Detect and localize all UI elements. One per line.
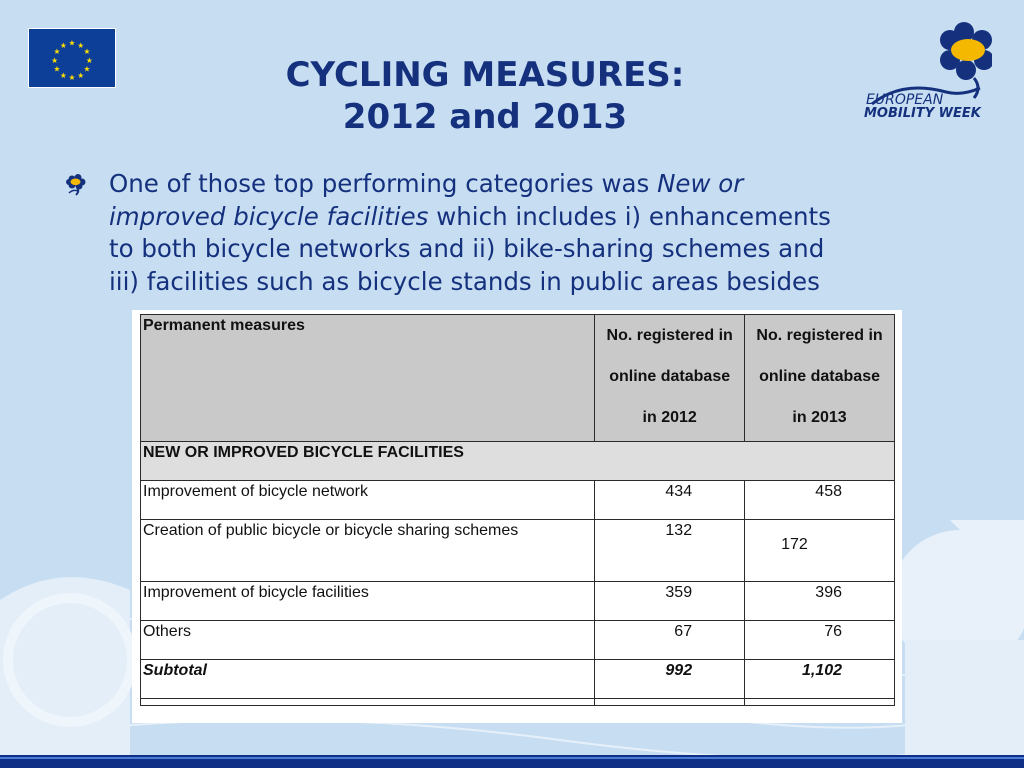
row-value-2012: 132: [594, 519, 746, 582]
header-2013-line: in 2013: [792, 409, 847, 426]
svg-text:★: ★: [84, 47, 91, 56]
row-label: Improvement of bicycle network: [139, 480, 596, 520]
svg-text:★: ★: [69, 38, 76, 47]
header-2012-line: No. registered in: [606, 327, 733, 344]
section-label: NEW OR IMPROVED BICYCLE FACILITIES: [140, 441, 895, 481]
table-row: Improvement of bicycle facilities 359 39…: [139, 581, 895, 621]
row-value-2013: 172: [781, 536, 808, 553]
table-end-cell: [594, 698, 746, 706]
row-value-2013: 458: [744, 480, 895, 520]
row-value-2012: 67: [594, 620, 746, 660]
subtotal-2013: 1,102: [744, 659, 895, 699]
flower-icon: [871, 22, 992, 106]
bullet-line-1: One of those top performing categories w…: [109, 168, 969, 201]
measures-table-panel: Permanent measures No. registered in onl…: [132, 310, 902, 723]
svg-text:★: ★: [77, 71, 84, 80]
mobility-week-logo: [862, 18, 992, 128]
table-row: Improvement of bicycle network 434 458: [139, 480, 895, 520]
footer-stripe: [0, 757, 1024, 759]
slide-title: CYCLING MEASURES: 2012 and 2013: [180, 54, 790, 138]
header-2012-line: online database: [609, 368, 731, 385]
header-2013-line: No. registered in: [756, 327, 883, 344]
header-permanent-measures: Permanent measures: [139, 314, 596, 442]
flower-bullet-icon: [66, 174, 86, 196]
eu-flag-logo: ★ ★ ★ ★ ★ ★ ★ ★ ★ ★ ★ ★: [28, 28, 116, 88]
svg-text:★: ★: [54, 65, 61, 74]
table-end-cell: [744, 698, 895, 706]
row-label: Creation of public bicycle or bicycle sh…: [139, 519, 596, 582]
table-section-row: NEW OR IMPROVED BICYCLE FACILITIES: [140, 441, 895, 481]
svg-text:★: ★: [69, 73, 76, 82]
svg-text:★: ★: [60, 41, 67, 50]
header-2013-line: online database: [759, 368, 880, 385]
svg-text:★: ★: [60, 71, 67, 80]
subtotal-2012: 992: [594, 659, 746, 699]
row-label: Improvement of bicycle facilities: [139, 581, 596, 621]
table-row: Creation of public bicycle or bicycle sh…: [139, 519, 895, 582]
bullet-emphasis: New or: [657, 169, 744, 198]
row-value-2013: 76: [744, 620, 895, 660]
subtotal-label: Subtotal: [139, 659, 596, 699]
table-row: Others 67 76: [139, 620, 895, 660]
header-2013: No. registered in online database in 201…: [744, 314, 895, 442]
bullet-line-3: to both bicycle networks and ii) bike-sh…: [109, 234, 825, 263]
title-line-2: 2012 and 2013: [342, 97, 628, 137]
bullet-line-2: improved bicycle facilities which includ…: [109, 201, 969, 234]
table-end-cell: [139, 698, 596, 706]
header-2012-line: in 2012: [642, 409, 697, 426]
svg-text:★: ★: [51, 56, 58, 65]
bullet-line-4: iii) facilities such as bicycle stands i…: [109, 266, 820, 296]
row-value-2012: 359: [594, 581, 746, 621]
svg-text:★: ★: [54, 47, 61, 56]
measures-table: Permanent measures No. registered in onl…: [139, 314, 895, 706]
bullet-text: One of those top performing categories w…: [109, 169, 658, 198]
table-header-row: Permanent measures No. registered in onl…: [139, 314, 895, 442]
svg-text:★: ★: [84, 65, 91, 74]
table-subtotal-row: Subtotal 992 1,102: [139, 659, 895, 699]
table-end-row: [139, 698, 895, 706]
logo-text-mobility-week: MOBILITY WEEK: [864, 106, 981, 121]
logo-text-european: EUROPEAN: [866, 92, 944, 108]
row-value-2012: 434: [594, 480, 746, 520]
bullet-emphasis: improved bicycle facilities: [109, 201, 429, 231]
row-value-2013-cell: 172: [744, 519, 895, 582]
title-line-1: CYCLING MEASURES:: [285, 55, 685, 95]
bullet-paragraph: One of those top performing categories w…: [109, 168, 969, 298]
header-2012: No. registered in online database in 201…: [594, 314, 746, 442]
row-value-2013: 396: [744, 581, 895, 621]
row-label: Others: [139, 620, 596, 660]
eu-stars-icon: ★ ★ ★ ★ ★ ★ ★ ★ ★ ★ ★ ★: [51, 38, 93, 82]
svg-text:★: ★: [77, 41, 84, 50]
svg-text:★: ★: [86, 56, 93, 65]
bullet-text: which includes i) enhancements: [428, 201, 831, 231]
